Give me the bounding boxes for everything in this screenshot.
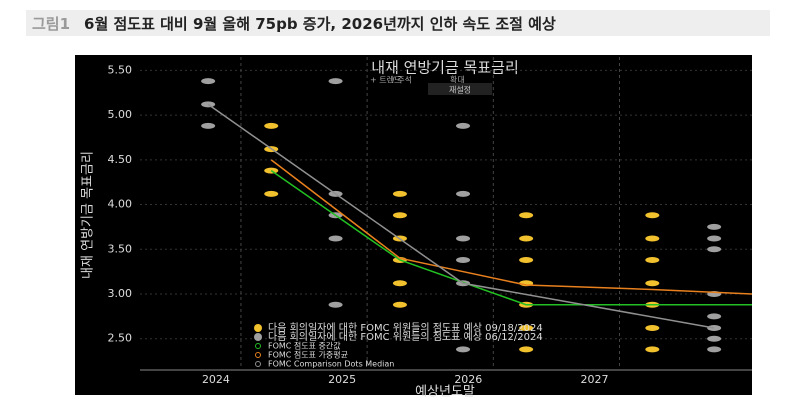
- legend-label: 다음 회의일자에 대한 FOMC 위원들의 점도표 예상 09/18/2024: [268, 321, 543, 334]
- x-tick-label: 2027: [581, 373, 609, 386]
- dot: [456, 257, 471, 264]
- dot: [707, 313, 722, 320]
- dot: [328, 301, 343, 308]
- figure-label: 그림1: [32, 14, 71, 33]
- dot: [264, 122, 279, 129]
- toolbar-item[interactable]: + 트렌드: [370, 75, 401, 85]
- dot: [392, 280, 407, 287]
- dot: [456, 346, 471, 353]
- line: [270, 159, 753, 295]
- reset-button[interactable]: [428, 83, 492, 95]
- dot: [392, 212, 407, 219]
- dot: [328, 235, 343, 242]
- chart-title: 내재 연방기금 목표금리: [371, 59, 519, 77]
- dot: [456, 190, 471, 197]
- y-tick-label: 4.50: [108, 153, 133, 166]
- legend-label: 다음 회의일자에 대한 FOMC 위원들의 점도표 예상 06/12/2024: [268, 330, 543, 343]
- dot: [645, 212, 660, 219]
- dot: [392, 301, 407, 308]
- dot: [201, 78, 216, 85]
- y-tick-label: 4.00: [108, 198, 133, 211]
- legend-marker: [254, 324, 262, 332]
- legend-marker: [254, 333, 262, 341]
- legend-marker: [255, 361, 261, 367]
- dot: [707, 346, 722, 353]
- dot: [645, 257, 660, 264]
- dot: [707, 246, 722, 253]
- legend-marker: [255, 352, 261, 358]
- figure-title: 6월 점도표 대비 9월 올해 75pb 증가, 2026년까지 인하 속도 조…: [84, 14, 556, 33]
- legend-label: FOMC Comparison Dots Median: [268, 360, 394, 369]
- y-tick-label: 3.00: [108, 287, 133, 300]
- dot: [519, 257, 534, 264]
- x-axis-label: 예상년도말: [415, 385, 475, 400]
- legend-label: FOMC 점도표 중간값: [268, 341, 341, 351]
- dot: [707, 235, 722, 242]
- dot: [645, 346, 660, 353]
- dot: [456, 235, 471, 242]
- dot: [707, 335, 722, 342]
- x-tick-label: 2025: [328, 373, 356, 386]
- dot: [519, 324, 534, 331]
- y-tick-label: 5.00: [108, 108, 133, 121]
- dot: [392, 190, 407, 197]
- dot: [519, 346, 534, 353]
- x-tick-label: 2024: [202, 373, 230, 386]
- dot: [645, 235, 660, 242]
- dot: [707, 223, 722, 230]
- line: [207, 103, 715, 329]
- header: 그림1 6월 점도표 대비 9월 올해 75pb 증가, 2026년까지 인하 속…: [26, 10, 770, 36]
- legend-label: FOMC 점도표 가중평균: [268, 350, 348, 360]
- dot: [645, 324, 660, 331]
- dot: [264, 190, 279, 197]
- y-tick-label: 5.50: [108, 63, 133, 76]
- dot: [328, 78, 343, 85]
- line: [270, 169, 752, 306]
- toolbar-item[interactable]: 확대: [450, 75, 465, 85]
- dot: [519, 212, 534, 219]
- x-tick-label: 2026: [454, 373, 482, 386]
- dot: [201, 122, 216, 129]
- y-axis-label: 내재 연방기금 목표금리: [81, 151, 96, 279]
- toolbar-item[interactable]: / 주석: [392, 75, 412, 85]
- dot: [645, 280, 660, 287]
- legend-marker: [255, 343, 261, 349]
- dot: [519, 235, 534, 242]
- chart-background: [75, 55, 752, 395]
- y-tick-label: 2.50: [108, 332, 133, 345]
- reset-label[interactable]: 재설정: [449, 85, 471, 95]
- dot: [456, 122, 471, 129]
- y-tick-label: 3.50: [108, 242, 133, 255]
